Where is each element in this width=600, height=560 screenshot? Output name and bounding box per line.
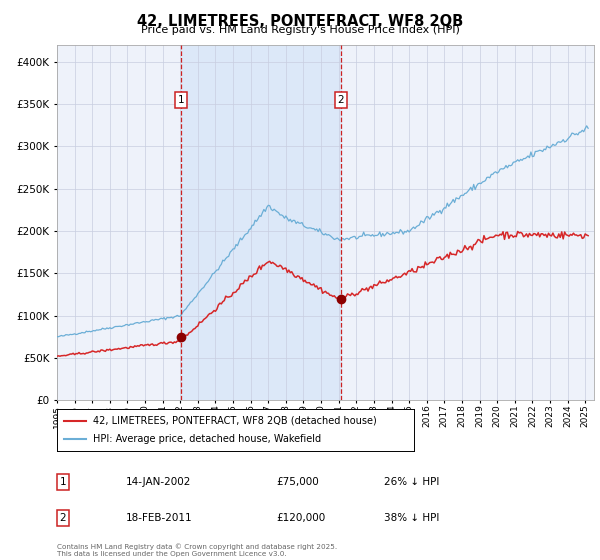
Text: 38% ↓ HPI: 38% ↓ HPI: [384, 513, 439, 523]
Bar: [181, 45, 341, 400]
Text: 42, LIMETREES, PONTEFRACT, WF8 2QB: 42, LIMETREES, PONTEFRACT, WF8 2QB: [137, 14, 463, 29]
Text: HPI: Average price, detached house, Wakefield: HPI: Average price, detached house, Wake…: [92, 434, 321, 444]
Text: 2: 2: [59, 513, 67, 523]
Text: 14-JAN-2002: 14-JAN-2002: [126, 477, 191, 487]
Text: 2: 2: [338, 95, 344, 105]
Text: 26% ↓ HPI: 26% ↓ HPI: [384, 477, 439, 487]
Text: Contains HM Land Registry data © Crown copyright and database right 2025.
This d: Contains HM Land Registry data © Crown c…: [57, 544, 337, 557]
Text: £75,000: £75,000: [276, 477, 319, 487]
Text: 42, LIMETREES, PONTEFRACT, WF8 2QB (detached house): 42, LIMETREES, PONTEFRACT, WF8 2QB (deta…: [92, 416, 376, 426]
Text: Price paid vs. HM Land Registry's House Price Index (HPI): Price paid vs. HM Land Registry's House …: [140, 25, 460, 35]
Text: 1: 1: [59, 477, 67, 487]
Text: 18-FEB-2011: 18-FEB-2011: [126, 513, 193, 523]
Text: 1: 1: [178, 95, 184, 105]
Text: £120,000: £120,000: [276, 513, 325, 523]
